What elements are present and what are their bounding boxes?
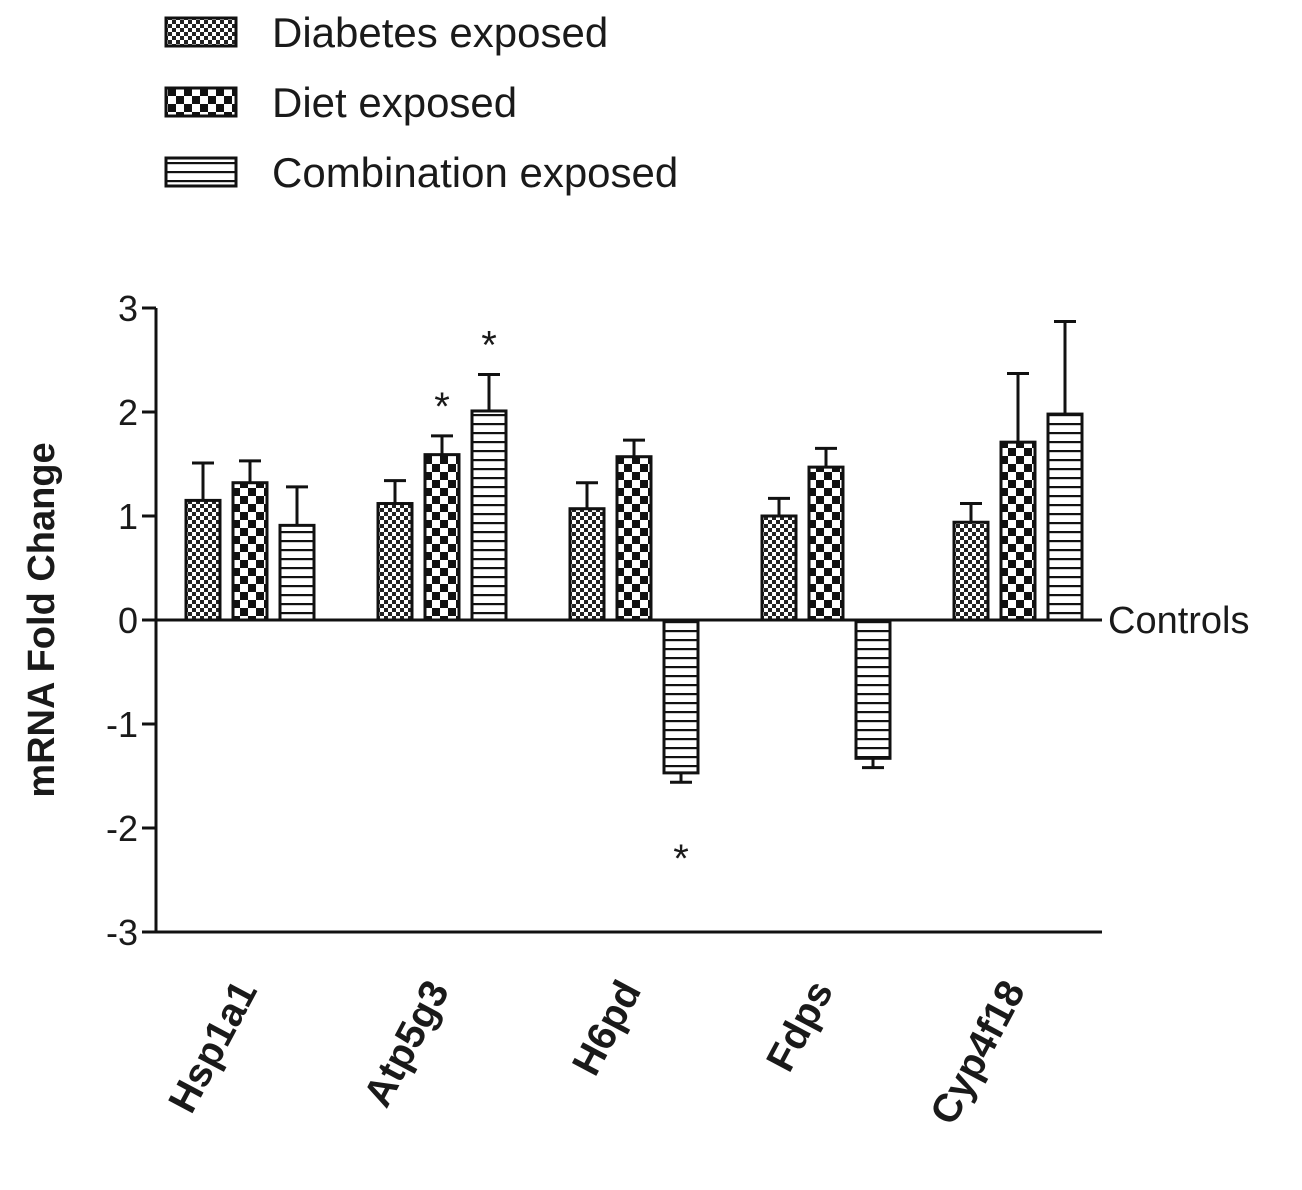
category-label-hsp1a1: Hsp1a1 bbox=[160, 974, 266, 1120]
y-tick-label: 3 bbox=[118, 288, 138, 329]
y-tick-label: 0 bbox=[118, 600, 138, 641]
bar-fdps-series-2 bbox=[807, 465, 845, 622]
bar-atp5g3-series-3 bbox=[470, 409, 508, 622]
bar-hsp1a1-series-1 bbox=[184, 498, 222, 622]
annotations: * * * bbox=[434, 324, 689, 882]
category-label-fdps: Fdps bbox=[758, 974, 842, 1079]
y-tick-label: -1 bbox=[106, 704, 138, 745]
legend-swatch-1 bbox=[164, 16, 238, 48]
legend-swatch-3 bbox=[164, 156, 238, 188]
bar-h6pd-series-1 bbox=[568, 507, 606, 622]
bars bbox=[184, 320, 1084, 784]
y-axis-label: mRNA Fold Change bbox=[21, 442, 63, 797]
category-label-cyp4f18: Cyp4f18 bbox=[922, 974, 1034, 1132]
x-axis: Controls Hsp1a1 Atp5g3 H6pd Fdps Cyp4f18 bbox=[156, 600, 1250, 1132]
significance-marker: * bbox=[673, 837, 689, 881]
bar-hsp1a1-series-2 bbox=[231, 481, 269, 622]
bar-atp5g3-series-1 bbox=[376, 502, 414, 622]
y-tick-label: 2 bbox=[118, 392, 138, 433]
bar-fdps-series-1 bbox=[760, 514, 798, 622]
category-label-h6pd: H6pd bbox=[564, 974, 650, 1083]
legend-label-1: Diabetes exposed bbox=[272, 9, 608, 56]
significance-marker: * bbox=[481, 324, 497, 368]
bar-fdps-series-3 bbox=[854, 618, 892, 760]
y-tick-label: 1 bbox=[118, 496, 138, 537]
bar-hsp1a1-series-3 bbox=[278, 523, 316, 622]
y-tick-label: -2 bbox=[106, 808, 138, 849]
y-axis: 3 2 1 0 -1 -2 -3 bbox=[106, 288, 158, 953]
bar-cyp4f18-series-2 bbox=[999, 440, 1037, 622]
category-label-atp5g3: Atp5g3 bbox=[355, 974, 457, 1114]
legend-swatch-2 bbox=[164, 86, 238, 118]
significance-marker: * bbox=[434, 385, 450, 429]
bar-cyp4f18-series-1 bbox=[952, 520, 990, 622]
legend-label-3: Combination exposed bbox=[272, 149, 678, 196]
legend: Diabetes exposed Diet exposed Combination … bbox=[164, 9, 678, 196]
y-tick-label: -3 bbox=[106, 912, 138, 953]
bar-h6pd-series-3 bbox=[662, 618, 700, 775]
legend-label-2: Diet exposed bbox=[272, 79, 517, 126]
bar-atp5g3-series-2 bbox=[423, 453, 461, 622]
bar-cyp4f18-series-3 bbox=[1046, 412, 1084, 622]
controls-label: Controls bbox=[1108, 600, 1250, 642]
bar-h6pd-series-2 bbox=[615, 455, 653, 622]
